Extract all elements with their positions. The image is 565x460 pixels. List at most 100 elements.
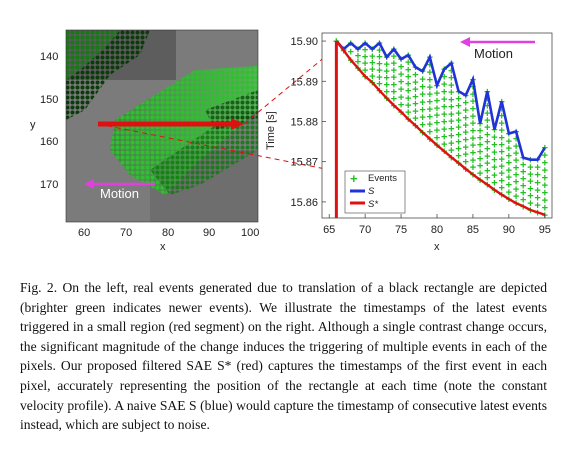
event-marker: +: [427, 112, 433, 124]
x-tick-label: 75: [395, 224, 407, 236]
event-marker: +: [405, 107, 411, 119]
event-marker: +: [448, 123, 454, 135]
event-marker: +: [419, 112, 425, 124]
left-panel: Motion 140 150 160 170 y 60 70 80 90 100…: [30, 29, 259, 253]
event-marker: +: [498, 118, 504, 130]
x-tick-100: 100: [241, 227, 259, 239]
event-marker: +: [484, 108, 490, 120]
event-marker: +: [441, 87, 447, 99]
event-marker: +: [463, 142, 469, 154]
event-marker: +: [506, 180, 512, 192]
event-marker: +: [434, 110, 440, 122]
event-marker: +: [376, 65, 382, 77]
event-marker: +: [412, 84, 418, 96]
event-marker: +: [520, 187, 526, 199]
event-marker: +: [463, 105, 469, 117]
event-marker: +: [527, 198, 533, 210]
event-marker: +: [506, 165, 512, 177]
event-marker: +: [427, 126, 433, 138]
event-marker: +: [484, 151, 490, 163]
event-marker: +: [391, 51, 397, 63]
x-tick-label: 90: [503, 224, 515, 236]
event-marker: +: [448, 102, 454, 114]
event-marker: +: [470, 148, 476, 160]
event-marker: +: [484, 172, 490, 184]
event-marker: +: [527, 169, 533, 181]
event-marker: +: [513, 162, 519, 174]
event-marker: +: [484, 129, 490, 141]
event-marker: +: [434, 95, 440, 107]
event-marker: +: [412, 77, 418, 89]
event-marker: +: [391, 58, 397, 70]
event-marker: +: [542, 165, 548, 177]
legend: + Events S S*: [344, 170, 406, 214]
event-marker: +: [477, 118, 483, 130]
event-marker: +: [405, 79, 411, 91]
event-marker: +: [448, 87, 454, 99]
event-marker: +: [534, 162, 540, 174]
event-marker: +: [448, 131, 454, 143]
event-marker: +: [398, 92, 404, 104]
event-marker: +: [491, 155, 497, 167]
event-marker: +: [427, 82, 433, 94]
event-marker: +: [355, 57, 361, 69]
event-marker: +: [383, 66, 389, 78]
event-marker: +: [513, 169, 519, 181]
event-marker: +: [455, 151, 461, 163]
event-marker: +: [383, 73, 389, 85]
event-marker: +: [513, 134, 519, 146]
x-axis-label-right: x: [434, 241, 440, 253]
event-marker: +: [491, 125, 497, 137]
event-marker: +: [405, 64, 411, 76]
event-marker: +: [427, 67, 433, 79]
event-marker: +: [470, 155, 476, 167]
event-marker: +: [405, 71, 411, 83]
event-marker: +: [448, 116, 454, 128]
event-marker: +: [520, 167, 526, 179]
y-tick-label: 15.87: [290, 157, 318, 169]
event-marker: +: [484, 158, 490, 170]
event-marker: +: [405, 57, 411, 69]
event-marker: +: [455, 129, 461, 141]
event-marker: +: [427, 74, 433, 86]
event-marker: +: [434, 103, 440, 115]
event-marker: +: [542, 172, 548, 184]
event-marker: +: [470, 133, 476, 145]
event-marker: +: [542, 195, 548, 207]
event-marker: +: [491, 177, 497, 189]
event-marker: +: [448, 80, 454, 92]
right-chart: ++++++++++++++++++++++++++++++++++++++++…: [265, 32, 553, 253]
event-marker: +: [542, 158, 548, 170]
event-marker: +: [484, 144, 490, 156]
event-marker: +: [534, 192, 540, 204]
event-marker: +: [477, 154, 483, 166]
y-tick-160: 160: [40, 136, 58, 148]
event-marker: +: [498, 125, 504, 137]
event-marker: +: [434, 125, 440, 137]
event-marker: +: [419, 120, 425, 132]
event-marker: +: [506, 187, 512, 199]
event-marker: +: [383, 86, 389, 98]
event-marker: +: [470, 82, 476, 94]
event-marker: +: [369, 51, 375, 63]
event-marker: +: [498, 161, 504, 173]
event-marker: +: [491, 147, 497, 159]
event-marker: +: [470, 89, 476, 101]
event-marker: +: [520, 180, 526, 192]
event-marker: +: [498, 147, 504, 159]
event-marker: +: [348, 47, 354, 59]
event-marker: +: [412, 91, 418, 103]
event-marker: +: [491, 170, 497, 182]
event-marker: +: [477, 140, 483, 152]
event-marker: +: [534, 200, 540, 212]
event-image: Motion: [66, 30, 258, 222]
event-marker: +: [484, 115, 490, 127]
event-marker: +: [463, 98, 469, 110]
event-marker: +: [513, 177, 519, 189]
event-marker: +: [470, 104, 476, 116]
event-marker: +: [498, 175, 504, 187]
event-marker: +: [369, 64, 375, 76]
event-marker: +: [427, 119, 433, 131]
event-marker: +: [448, 94, 454, 106]
event-marker: +: [405, 93, 411, 105]
